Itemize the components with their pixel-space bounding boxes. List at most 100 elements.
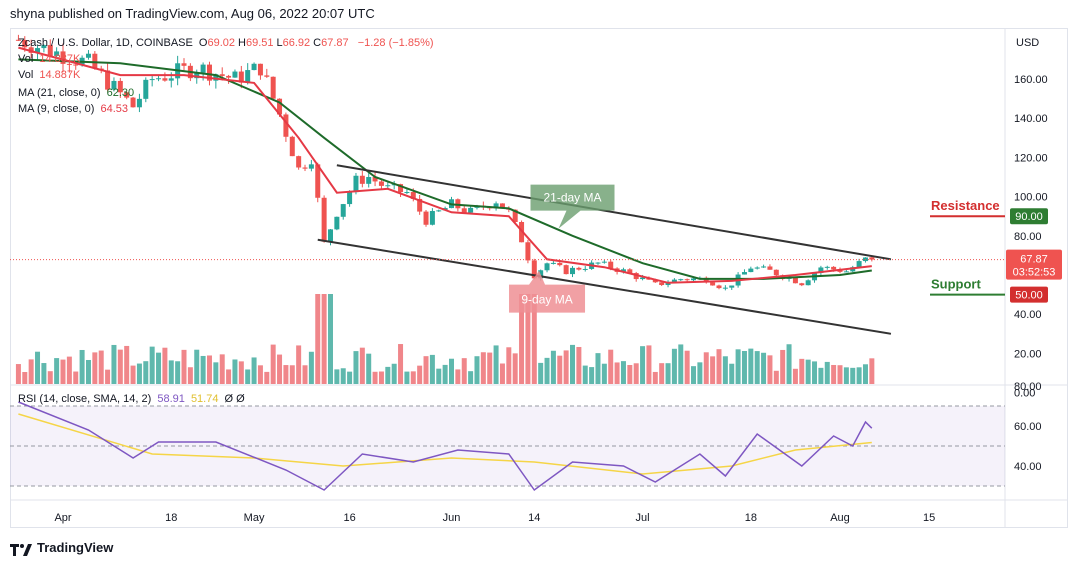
- candle-body: [652, 279, 658, 283]
- volume-bar: [474, 356, 480, 384]
- candle-body: [557, 262, 563, 266]
- candle-body: [85, 53, 91, 58]
- volume-bar: [773, 370, 779, 384]
- volume-bar: [487, 352, 493, 384]
- candle-body: [620, 269, 626, 272]
- candle-body: [308, 164, 314, 169]
- candle-body: [538, 270, 544, 279]
- legend-rsi-sma-value: 51.74: [190, 393, 219, 405]
- legend-rsi-label: RSI (14, close, SMA, 14, 2): [18, 393, 152, 405]
- volume-bar: [429, 354, 435, 384]
- candle-body: [257, 63, 263, 76]
- candles: [15, 34, 875, 291]
- volume-bar: [315, 294, 321, 384]
- volume-bar: [837, 365, 843, 384]
- volume-bar: [455, 369, 461, 384]
- legend-change: −1.28 (−1.85%): [357, 37, 434, 49]
- candle-body: [423, 211, 429, 225]
- legend-rsi-extra: Ø Ø: [224, 393, 245, 405]
- volume-bar: [391, 363, 397, 384]
- candle-body: [156, 78, 162, 80]
- candle-body: [264, 75, 270, 77]
- volume-bar: [436, 368, 442, 384]
- volume-bar: [608, 349, 614, 384]
- candle-body: [410, 192, 416, 199]
- candle-body: [245, 70, 251, 83]
- time-axis-tick: 18: [165, 512, 177, 524]
- volume-bar: [818, 367, 824, 384]
- volume-bar: [60, 359, 66, 384]
- time-axis-tick: 15: [923, 512, 935, 524]
- legend-ohlc-key: C: [313, 37, 322, 49]
- annotation-21day-text: 21-day MA: [543, 191, 601, 205]
- candle-body: [334, 216, 340, 230]
- candle-body: [296, 156, 302, 168]
- rsi-axis-tick: 40.00: [1014, 461, 1042, 473]
- volume-bar: [378, 371, 384, 384]
- candle-body: [327, 229, 333, 242]
- volume-bar: [232, 359, 238, 384]
- candle-body: [124, 92, 130, 98]
- annotation-21day-bubble: [530, 184, 615, 229]
- candle-body: [15, 39, 21, 41]
- trend-line: [317, 238, 892, 335]
- volume-bar: [111, 344, 117, 384]
- candle-body: [499, 203, 505, 209]
- chart-frame[interactable]: [10, 28, 1068, 528]
- volume-bar: [850, 367, 856, 384]
- volume-bar: [187, 367, 193, 384]
- candle-body: [181, 63, 187, 66]
- candle-body: [340, 204, 346, 217]
- time-axis-tick: 16: [343, 512, 355, 524]
- tradingview-footer[interactable]: TradingView: [10, 538, 113, 558]
- volume-bar: [156, 352, 162, 384]
- time-axis-tick: Jul: [636, 512, 650, 524]
- support-badge: [1010, 286, 1048, 303]
- legend-vol-2-label: Vol: [18, 69, 34, 81]
- volume-bar: [506, 347, 512, 384]
- trend-line: [336, 164, 892, 261]
- candle-body: [461, 208, 467, 213]
- volume-bar: [799, 358, 805, 384]
- legend-ma21: MA (21, close, 0) 62.30: [18, 86, 137, 100]
- candle-body: [136, 98, 142, 108]
- candle-body: [143, 79, 149, 99]
- volume-bar: [544, 357, 550, 384]
- volume-bar: [563, 350, 569, 384]
- price-axis-tick: 40.00: [1014, 309, 1042, 321]
- candle-body: [856, 261, 862, 268]
- volume-bars: [15, 294, 875, 384]
- legend-ohlc-value: 67.87: [321, 37, 349, 49]
- volume-bar: [576, 346, 582, 384]
- volume-bar: [47, 371, 53, 384]
- legend-ma9-value: 64.53: [100, 103, 129, 115]
- candle-body: [869, 257, 875, 260]
- legend-vol-2: Vol 14.887K: [18, 68, 83, 82]
- candle-body: [206, 64, 212, 81]
- volume-bar: [557, 355, 563, 384]
- volume-bar: [512, 353, 518, 384]
- volume-bar: [767, 355, 773, 384]
- volume-bar: [531, 294, 537, 384]
- volume-bar: [499, 363, 505, 384]
- price-axis-tick: 100.00: [1014, 192, 1048, 204]
- candle-body: [200, 64, 206, 73]
- legend-rsi-value: 58.91: [157, 393, 185, 405]
- volume-bar: [665, 363, 671, 384]
- countdown-label: 03:52:53: [1013, 267, 1056, 279]
- legend-ohlc: O69.02 H69.51 L66.92 C67.87: [199, 37, 352, 49]
- candle-body: [366, 177, 372, 184]
- candle-body: [41, 45, 47, 49]
- volume-bar: [264, 371, 270, 384]
- candle-body: [35, 48, 41, 53]
- candle-body: [168, 78, 174, 81]
- candle-body: [73, 64, 79, 66]
- volume-bar: [614, 362, 620, 384]
- volume-bar: [722, 356, 728, 384]
- volume-bar: [296, 345, 302, 384]
- legend-rsi: RSI (14, close, SMA, 14, 2) 58.91 51.74 …: [18, 392, 248, 406]
- volume-bar: [780, 349, 786, 384]
- volume-bar: [385, 366, 391, 384]
- volume-bar: [79, 349, 85, 384]
